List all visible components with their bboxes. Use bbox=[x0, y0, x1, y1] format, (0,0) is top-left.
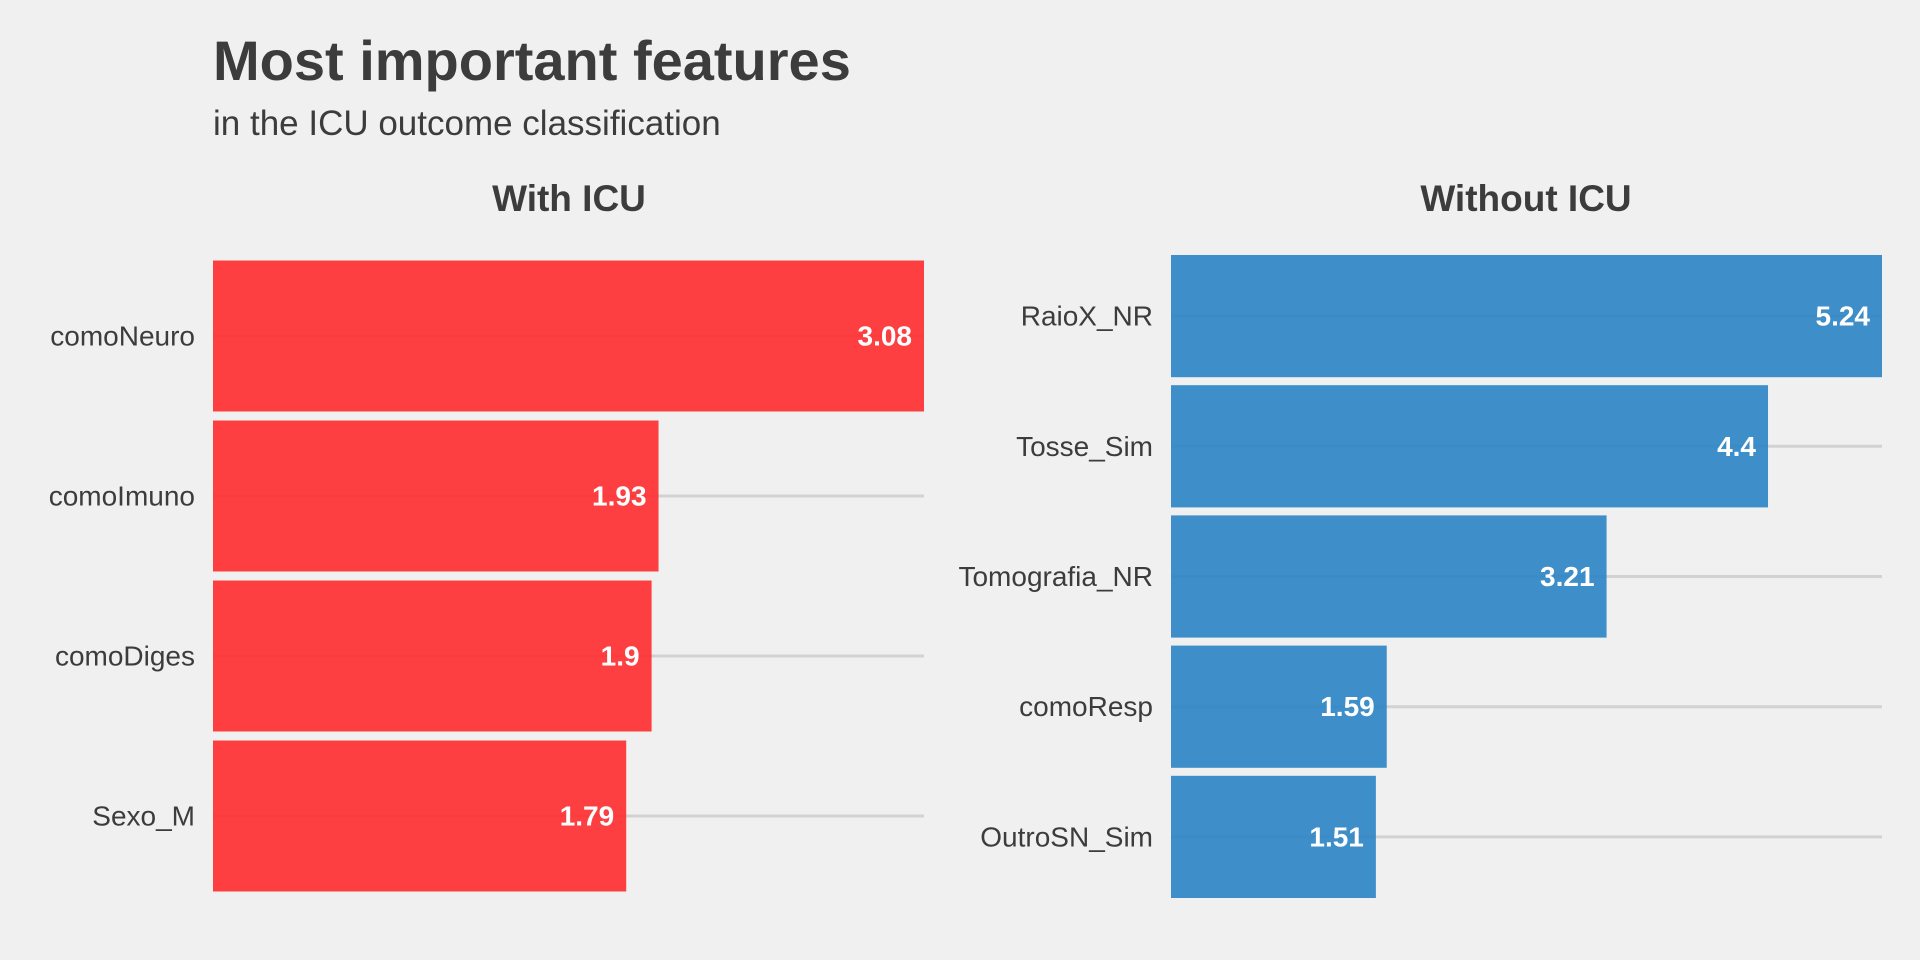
bar-comoimuno bbox=[213, 420, 659, 572]
tick-label-comoimuno: comoImuno bbox=[49, 481, 195, 512]
tick-label-tomografia-nr: Tomografia_NR bbox=[958, 561, 1153, 592]
data-label-sexo-m: 1.79 bbox=[560, 801, 615, 832]
data-label-tomografia-nr: 3.21 bbox=[1540, 561, 1595, 592]
data-label-outrosn-sim: 1.51 bbox=[1309, 821, 1364, 852]
bar-tosse-sim bbox=[1171, 385, 1769, 508]
bar-tomografia-nr bbox=[1171, 515, 1607, 638]
panel-title-without-icu: Without ICU bbox=[1420, 178, 1631, 219]
data-label-tosse-sim: 4.4 bbox=[1717, 431, 1756, 462]
data-label-comoneuro: 3.08 bbox=[858, 321, 913, 352]
tick-label-sexo-m: Sexo_M bbox=[92, 801, 195, 832]
panel-without-icu: Without ICU RaioX_NR 5.24 Tosse_Sim 4.4 Tomo… bbox=[958, 178, 1882, 898]
bar-comoresp bbox=[1171, 645, 1387, 768]
tick-label-comoneuro: comoNeuro bbox=[50, 321, 195, 352]
panel-with-icu: With ICU comoNeuro 3.08 comoImuno 1.93 comoD… bbox=[49, 178, 924, 892]
tick-label-comodiges: comoDiges bbox=[55, 641, 195, 672]
tick-label-comoresp: comoResp bbox=[1019, 691, 1153, 722]
bar-sexo-m bbox=[213, 740, 627, 892]
tick-label-outrosn-sim: OutroSN_Sim bbox=[980, 821, 1153, 852]
chart-subtitle: in the ICU outcome classification bbox=[213, 104, 721, 143]
bar-raiox-nr bbox=[1171, 255, 1882, 378]
tick-label-tosse-sim: Tosse_Sim bbox=[1016, 431, 1153, 462]
data-label-comoresp: 1.59 bbox=[1320, 691, 1375, 722]
bar-comoneuro bbox=[213, 260, 924, 412]
bar-outrosn-sim bbox=[1171, 775, 1376, 898]
bar-comodiges bbox=[213, 580, 652, 732]
data-label-raiox-nr: 5.24 bbox=[1816, 301, 1871, 332]
tick-label-raiox-nr: RaioX_NR bbox=[1021, 301, 1153, 332]
panel-title-with-icu: With ICU bbox=[492, 178, 646, 219]
data-label-comodiges: 1.9 bbox=[601, 641, 640, 672]
data-label-comoimuno: 1.93 bbox=[592, 481, 647, 512]
chart-title: Most important features bbox=[213, 29, 851, 92]
